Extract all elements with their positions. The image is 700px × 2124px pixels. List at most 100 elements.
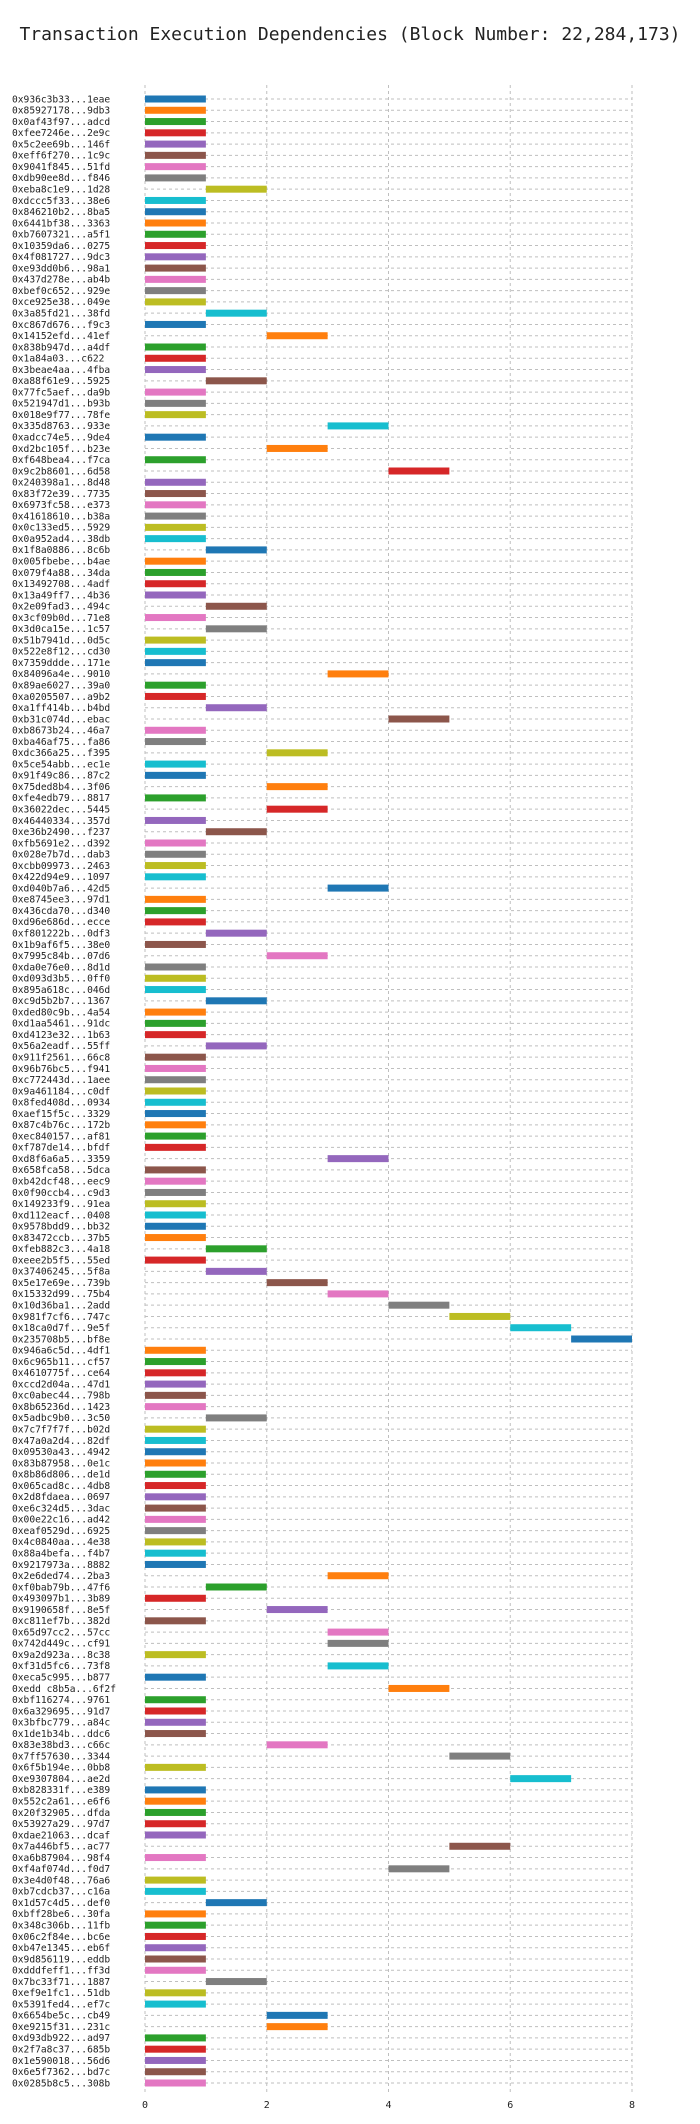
- transaction-bar: [145, 862, 206, 870]
- transaction-label: 0x15332d99...75b4: [12, 1289, 110, 1300]
- transaction-label: 0x079f4a88...34da: [12, 568, 110, 579]
- transaction-label: 0xe6c324d5...3dac: [12, 1503, 110, 1514]
- transaction-label: 0xb8673b24...46a7: [12, 726, 110, 737]
- transaction-bar: [145, 1955, 206, 1963]
- transaction-label: 0x065cad8c...4db8: [12, 1481, 110, 1492]
- transaction-label: 0x41618610...b38a: [12, 511, 110, 522]
- x-tick-label: 2: [264, 2100, 270, 2111]
- transaction-label: 0x1e590018...56d6: [12, 2056, 110, 2067]
- transaction-label: 0xda0e76e0...8d1d: [12, 962, 110, 973]
- transaction-label: 0x348c306b...11fb: [12, 1920, 110, 1931]
- transaction-label: 0x422d94e9...1097: [12, 872, 110, 883]
- transaction-bar: [145, 591, 206, 599]
- transaction-bar: [145, 1944, 206, 1952]
- transaction-label: 0xc0abec44...798b: [12, 1391, 110, 1402]
- transaction-bar: [145, 118, 206, 126]
- transaction-label: 0x838b947d...a4df: [12, 342, 110, 353]
- transaction-bar: [145, 343, 206, 351]
- transaction-bar: [145, 1651, 206, 1659]
- transaction-bar: [145, 1358, 206, 1366]
- x-tick-label: 4: [385, 2100, 391, 2111]
- transaction-bar: [327, 1662, 389, 1670]
- transaction-bar: [205, 828, 267, 836]
- transaction-bar: [145, 1403, 206, 1411]
- transaction-bar: [145, 1504, 206, 1512]
- transaction-label: 0x56a2eadf...55ff: [12, 1041, 110, 1052]
- transaction-label: 0x9a2d923a...8c38: [12, 1650, 110, 1661]
- transaction-label: 0x9c2b8601...6d58: [12, 466, 110, 477]
- transaction-label: 0x2d8fdaea...0697: [12, 1492, 110, 1503]
- transaction-bar: [145, 1549, 206, 1557]
- transaction-bar: [145, 456, 206, 464]
- transaction-label: 0xbff28be6...30fa: [12, 1909, 110, 1920]
- transaction-label: 0xb7cdcb37...c16a: [12, 1887, 110, 1898]
- transaction-bar: [145, 794, 206, 802]
- x-tick-label: 8: [629, 2100, 635, 2111]
- transaction-label: 0xe36b2490...f237: [12, 827, 110, 838]
- transaction-label: 0xef9e1fc1...51db: [12, 1988, 110, 1999]
- transaction-bar: [145, 2000, 206, 2008]
- transaction-bar: [145, 1876, 206, 1884]
- transaction-bar: [449, 1312, 511, 1320]
- transaction-label: 0x335d8763...933e: [12, 421, 110, 432]
- transaction-label: 0x522e8f12...cd30: [12, 647, 110, 658]
- transaction-bar: [266, 805, 328, 813]
- transaction-bar: [145, 253, 206, 261]
- transaction-bar: [327, 422, 389, 430]
- transaction-bar: [510, 1324, 572, 1332]
- transaction-bar: [145, 95, 206, 103]
- transaction-label: 0xdc366a25...f395: [12, 748, 110, 759]
- transaction-label: 0x84096a4e...9010: [12, 669, 110, 680]
- transaction-label: 0xa0205507...a9b2: [12, 692, 110, 703]
- transaction-bar: [145, 1448, 206, 1456]
- transaction-label: 0x83b87958...0e1c: [12, 1458, 110, 1469]
- transaction-label: 0x895a618c...046d: [12, 985, 110, 996]
- transaction-label: 0x742d449c...cf91: [12, 1639, 110, 1650]
- transaction-label: 0x240398a1...8d48: [12, 478, 110, 489]
- transaction-bar: [145, 106, 206, 114]
- transaction-label: 0x9190658f...8e5f: [12, 1605, 110, 1616]
- transaction-label: 0x3cf09b0d...71e8: [12, 613, 110, 624]
- transaction-bar: [327, 1155, 389, 1163]
- transaction-bar: [388, 1684, 450, 1692]
- transaction-label: 0x4c0840aa...4e38: [12, 1537, 110, 1548]
- transaction-label: 0x018e9f77...78fe: [12, 410, 110, 421]
- transaction-bar: [145, 1820, 206, 1828]
- transaction-label: 0xbf116274...9761: [12, 1695, 110, 1706]
- transaction-bar: [145, 523, 206, 531]
- transaction-bar: [145, 1718, 206, 1726]
- transaction-bar: [145, 1730, 206, 1738]
- transaction-label: 0xe9307804...ae2d: [12, 1774, 110, 1785]
- transaction-label: 0x36022dec...5445: [12, 804, 110, 815]
- transaction-bar: [145, 399, 206, 407]
- transaction-bar: [145, 839, 206, 847]
- transaction-label: 0xb42dcf48...eec9: [12, 1176, 110, 1187]
- transaction-bar: [145, 1143, 206, 1151]
- transaction-label: 0xec840157...af81: [12, 1131, 110, 1142]
- transaction-label: 0x6c965b11...cf57: [12, 1357, 110, 1368]
- transaction-label: 0xb47e1345...eb6f: [12, 1943, 110, 1954]
- transaction-label: 0x5391fed4...ef7c: [12, 1999, 110, 2010]
- transaction-bar: [205, 997, 267, 1005]
- transaction-bar: [145, 614, 206, 622]
- transaction-bar: [266, 2011, 328, 2019]
- transaction-bar: [145, 963, 206, 971]
- transaction-bar: [145, 320, 206, 328]
- transaction-label: 0x83f72e39...7735: [12, 489, 110, 500]
- transaction-bar: [145, 490, 206, 498]
- transaction-bar: [145, 1797, 206, 1805]
- transaction-bar: [205, 1267, 267, 1275]
- transaction-bar: [145, 738, 206, 746]
- transaction-bar: [145, 196, 206, 204]
- transaction-bar: [145, 681, 206, 689]
- transaction-label: 0xd93db922...ad97: [12, 2033, 110, 2044]
- transaction-label: 0xd093d3b5...0ff0: [12, 974, 110, 985]
- transaction-bar: [327, 1290, 389, 1298]
- transaction-label: 0x10d36ba1...2add: [12, 1300, 110, 1311]
- transaction-bar: [145, 1482, 206, 1490]
- transaction-label: 0x3bfbc779...a84c: [12, 1718, 110, 1729]
- transaction-bar: [145, 1538, 206, 1546]
- transaction-bar: [145, 2034, 206, 2042]
- transaction-label: 0xaef15f5c...3329: [12, 1109, 110, 1120]
- transaction-bar: [145, 1425, 206, 1433]
